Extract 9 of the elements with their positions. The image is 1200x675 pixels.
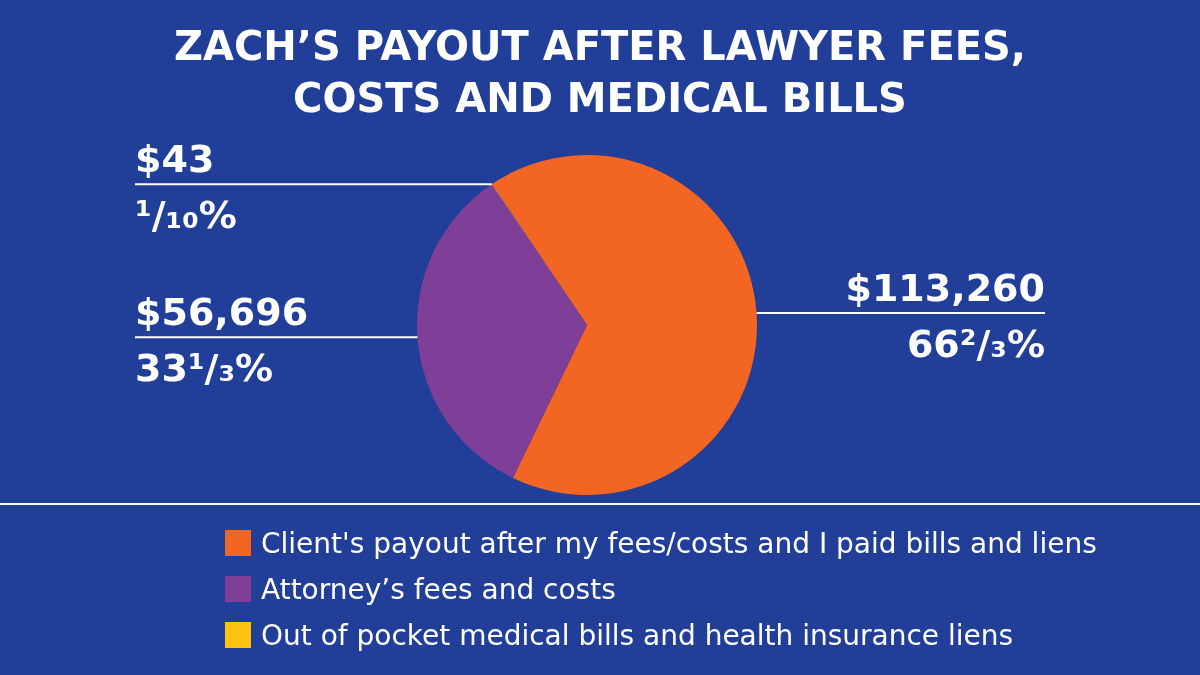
legend-label: Out of pocket medical bills and health insurance liens xyxy=(261,618,1014,652)
chart-title: ZACH’S PAYOUT AFTER LAWYER FEES, COSTS AND MEDICAL BILLS xyxy=(172,22,1028,123)
legend-label: Attorney’s fees and costs xyxy=(261,572,616,606)
legend-label: Client's payout after my fees/costs and I paid bills and liens xyxy=(261,526,1097,560)
data-label: $56,696 33¹/₃% xyxy=(135,290,309,391)
data-label: $43 ¹/₁₀% xyxy=(135,137,237,238)
data-label: $113,260 66²/₃% xyxy=(845,265,1045,366)
pie-slice xyxy=(491,155,757,495)
pie-slice xyxy=(417,184,587,478)
